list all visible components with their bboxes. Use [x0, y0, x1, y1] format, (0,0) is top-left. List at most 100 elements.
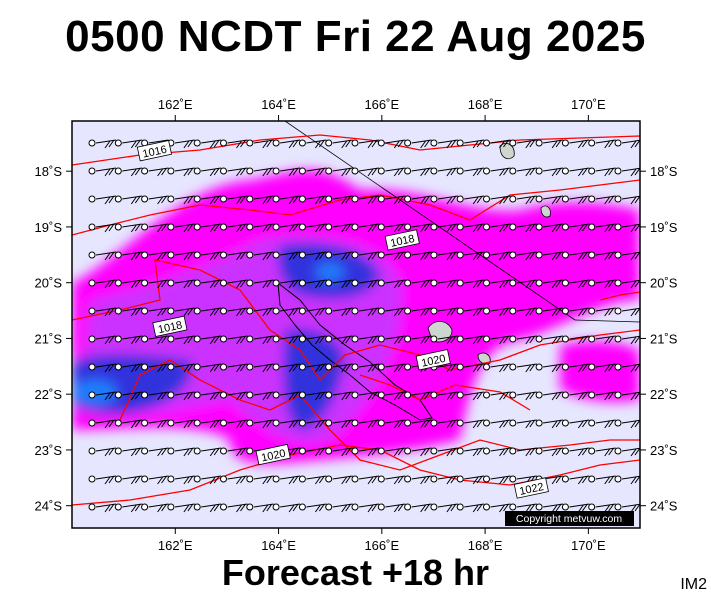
wind-barb	[167, 223, 195, 233]
wind-barb	[325, 251, 353, 261]
wind-barb	[246, 419, 274, 429]
isobar-line-2	[72, 259, 640, 382]
lat-tick-label-left: 20˚S	[35, 276, 63, 291]
wind-barb	[88, 503, 117, 513]
lat-tick-label-right: 24˚S	[650, 499, 678, 514]
wind-barb	[193, 279, 222, 289]
wind-barb	[483, 167, 511, 177]
wind-barb	[325, 391, 353, 401]
wind-barb	[483, 475, 511, 485]
wind-barb	[272, 503, 301, 513]
wind-barb	[588, 391, 616, 401]
wind-barb	[220, 503, 248, 513]
wind-barb	[114, 251, 143, 261]
wind-barb	[561, 195, 590, 205]
wind-barb	[377, 279, 406, 289]
wind-barb	[246, 363, 274, 373]
isobar-label-1020: 1020	[255, 443, 291, 466]
wind-barb	[588, 475, 616, 485]
wind-barb	[456, 167, 485, 177]
wind-barb	[588, 279, 616, 289]
wind-barb	[88, 279, 117, 289]
wind-barb	[483, 279, 511, 289]
wind-barb	[298, 335, 327, 345]
wind-barb	[430, 139, 458, 149]
isobar-line-0	[72, 134, 640, 166]
wind-barb	[588, 251, 616, 261]
wind-barb	[114, 307, 143, 317]
wind-barbs	[88, 139, 640, 513]
wind-barb	[272, 223, 301, 233]
lon-tick-label-top: 164˚E	[261, 97, 296, 112]
isobar-label-text: 1018	[389, 233, 415, 250]
wind-barb	[141, 223, 169, 233]
wind-barb	[167, 251, 195, 261]
wind-barb	[483, 335, 511, 345]
wind-barb	[561, 307, 590, 317]
wind-barb	[509, 139, 537, 149]
wind-barb	[456, 279, 485, 289]
wind-barb	[377, 447, 406, 457]
wind-barb	[535, 279, 564, 289]
wind-barb	[246, 167, 274, 177]
wind-barb	[430, 503, 458, 513]
wind-barb	[325, 503, 353, 513]
wind-barb	[167, 307, 195, 317]
wind-barb	[220, 391, 248, 401]
wind-barb	[483, 195, 511, 205]
wind-barb	[220, 223, 248, 233]
wind-barb	[141, 279, 169, 289]
wind-barb	[377, 363, 406, 373]
lon-tick-label-bottom: 170˚E	[571, 538, 606, 553]
wind-barb	[220, 447, 248, 457]
wind-barb	[325, 335, 353, 345]
wind-barb	[483, 307, 511, 317]
wind-barb	[220, 419, 248, 429]
wind-barb	[88, 447, 117, 457]
wind-barb	[404, 447, 432, 457]
wind-barb	[456, 391, 485, 401]
boundary-line-east	[574, 319, 640, 323]
wind-barb	[509, 419, 537, 429]
lon-tick-label-bottom: 166˚E	[364, 538, 399, 553]
wind-barb	[430, 475, 458, 485]
wind-barb	[298, 139, 327, 149]
wind-barb	[114, 195, 143, 205]
lat-tick-label-right: 22˚S	[650, 387, 678, 402]
wind-barb	[246, 195, 274, 205]
wind-barb	[351, 447, 380, 457]
wind-barb	[535, 223, 564, 233]
isobar-label-1016: 1016	[136, 140, 172, 162]
wind-barb	[114, 223, 143, 233]
wind-barb	[325, 195, 353, 205]
wind-barb	[114, 447, 143, 457]
wind-barb	[325, 279, 353, 289]
wind-barb	[509, 447, 537, 457]
wind-barb	[509, 279, 537, 289]
wind-barb	[351, 307, 380, 317]
wind-barb	[430, 447, 458, 457]
wind-barb	[509, 475, 537, 485]
wind-barb	[404, 223, 432, 233]
wind-barb	[614, 167, 640, 177]
wind-barb	[430, 251, 458, 261]
wind-barb	[220, 251, 248, 261]
wind-barb	[193, 475, 222, 485]
wind-barb	[561, 279, 590, 289]
loyalty-island-mare	[477, 352, 491, 365]
wind-barb	[430, 391, 458, 401]
wind-barb	[325, 139, 353, 149]
wind-barb	[114, 167, 143, 177]
wind-barb	[220, 307, 248, 317]
wind-barb	[88, 391, 117, 401]
wind-barb	[88, 363, 117, 373]
wind-barb	[588, 503, 616, 513]
lon-tick-label-top: 168˚E	[468, 97, 503, 112]
lat-tick-label-right: 23˚S	[650, 443, 678, 458]
wind-barb	[614, 391, 640, 401]
wind-barb	[404, 335, 432, 345]
wind-barb	[193, 307, 222, 317]
wind-barb	[456, 307, 485, 317]
wind-barb	[561, 391, 590, 401]
